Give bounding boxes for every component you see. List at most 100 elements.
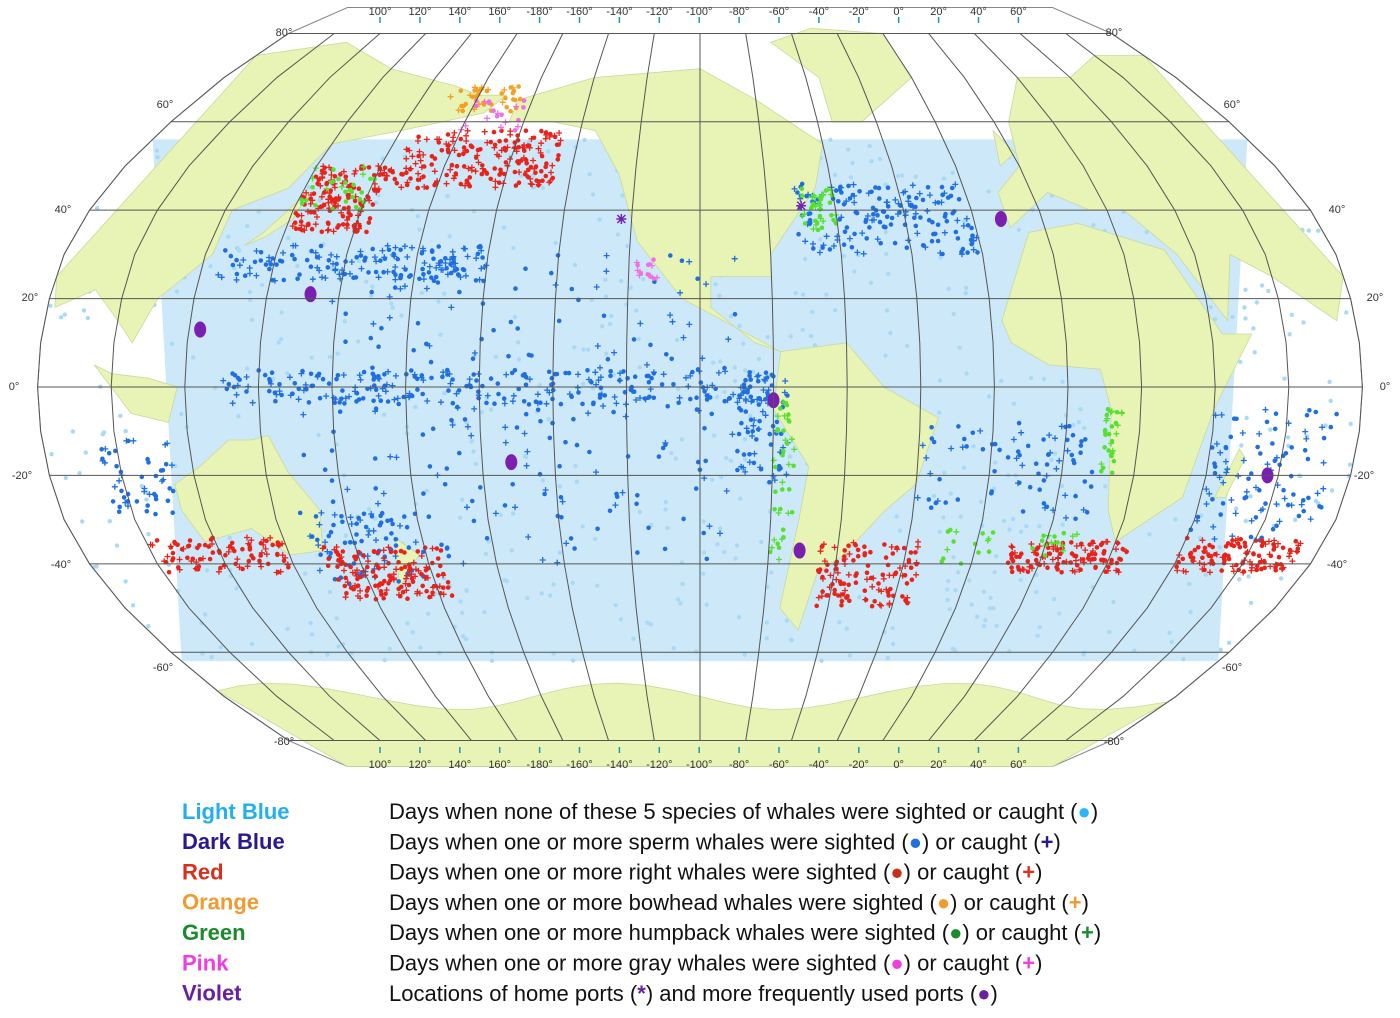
no-sighting-dot bbox=[1078, 407, 1083, 412]
longitude-label: -120° bbox=[646, 6, 672, 18]
catch-cross bbox=[1104, 538, 1111, 545]
sighting-dot bbox=[566, 370, 572, 376]
legend-symbol: + bbox=[1022, 859, 1035, 884]
no-sighting-dot bbox=[62, 312, 67, 317]
sighting-dot bbox=[824, 568, 829, 573]
sighting-dot bbox=[1073, 553, 1079, 559]
sighting-dot bbox=[953, 229, 959, 235]
sighting-dot bbox=[556, 318, 562, 324]
catch-cross bbox=[785, 461, 792, 468]
sighting-dot bbox=[645, 272, 650, 277]
catch-cross bbox=[426, 263, 433, 270]
catch-cross bbox=[464, 423, 471, 430]
sighting-dot bbox=[807, 221, 812, 227]
sighting-dot bbox=[1078, 450, 1083, 456]
catch-cross bbox=[816, 249, 823, 256]
sighting-dot bbox=[456, 388, 462, 393]
no-sighting-dot bbox=[1306, 228, 1312, 233]
sighting-dot bbox=[299, 197, 305, 203]
no-sighting-dot bbox=[335, 351, 340, 356]
catch-cross bbox=[563, 540, 570, 547]
meridian bbox=[552, 33, 610, 741]
catch-cross bbox=[234, 556, 241, 563]
sighting-dot bbox=[569, 394, 574, 400]
sighting-dot bbox=[647, 262, 652, 267]
no-sighting-dot bbox=[1203, 572, 1208, 577]
sighting-dot bbox=[1230, 538, 1235, 543]
sighting-dot bbox=[1291, 492, 1296, 497]
sighting-dot bbox=[817, 567, 823, 572]
sighting-dot bbox=[421, 164, 427, 169]
sighting-dot bbox=[1242, 540, 1248, 546]
sighting-dot bbox=[373, 269, 379, 275]
port-dot bbox=[505, 454, 518, 471]
sighting-dot bbox=[373, 486, 379, 491]
sighting-dot bbox=[1106, 448, 1111, 453]
sighting-dot bbox=[837, 579, 843, 584]
sighting-dot bbox=[435, 280, 441, 285]
sighting-dot bbox=[295, 276, 300, 282]
sighting-dot bbox=[308, 264, 314, 270]
sighting-dot bbox=[268, 262, 274, 267]
sighting-dot bbox=[300, 227, 305, 233]
sighting-dot bbox=[366, 270, 371, 275]
no-sighting-dot bbox=[590, 192, 596, 197]
catch-cross bbox=[346, 393, 353, 400]
sighting-dot bbox=[210, 550, 216, 555]
sighting-dot bbox=[523, 382, 529, 388]
sighting-dot bbox=[1242, 495, 1247, 501]
sighting-dot bbox=[783, 400, 789, 406]
catch-cross bbox=[130, 437, 137, 444]
catch-cross bbox=[1087, 557, 1094, 564]
sighting-dot bbox=[815, 227, 821, 233]
catch-cross bbox=[751, 450, 758, 457]
sighting-dot bbox=[405, 596, 410, 601]
sighting-dot bbox=[306, 221, 311, 227]
sighting-dot bbox=[608, 369, 613, 374]
catch-cross bbox=[407, 165, 414, 172]
no-sighting-dot bbox=[608, 321, 613, 327]
sighting-dot bbox=[695, 276, 700, 282]
sighting-dot bbox=[769, 372, 775, 378]
no-sighting-dot bbox=[765, 334, 770, 340]
no-sighting-dot bbox=[581, 381, 586, 386]
no-sighting-dot bbox=[424, 488, 429, 493]
latitude-label: 40° bbox=[55, 204, 72, 216]
sighting-dot bbox=[417, 276, 422, 282]
sighting-dot bbox=[454, 163, 460, 169]
catch-cross bbox=[820, 541, 827, 548]
no-sighting-dot bbox=[885, 308, 890, 313]
sighting-dot bbox=[1102, 548, 1107, 554]
sighting-dot bbox=[153, 473, 159, 479]
sighting-dot bbox=[365, 386, 370, 392]
catch-cross bbox=[412, 573, 419, 580]
sighting-dot bbox=[1304, 412, 1310, 418]
legend-color-name: Green bbox=[182, 920, 246, 945]
longitude-label: -20° bbox=[849, 759, 869, 771]
no-sighting-dot bbox=[701, 571, 706, 576]
sighting-dot bbox=[804, 193, 809, 199]
catch-cross bbox=[1248, 517, 1255, 524]
sighting-dot bbox=[304, 198, 309, 203]
no-sighting-dot bbox=[498, 512, 503, 518]
catch-cross bbox=[905, 237, 912, 244]
catch-cross bbox=[1201, 561, 1208, 568]
catch-cross bbox=[1259, 506, 1266, 513]
sighting-dot bbox=[607, 508, 613, 514]
sighting-dot bbox=[458, 88, 464, 94]
sighting-dot bbox=[976, 550, 981, 555]
no-sighting-dot bbox=[964, 371, 969, 376]
catch-cross bbox=[827, 572, 834, 579]
sighting-dot bbox=[840, 592, 846, 597]
catch-cross bbox=[320, 202, 327, 209]
sighting-dot bbox=[227, 544, 233, 549]
no-sighting-dot bbox=[336, 644, 341, 649]
catch-cross bbox=[355, 593, 361, 599]
no-sighting-dot bbox=[1293, 517, 1298, 523]
no-sighting-dot bbox=[460, 497, 465, 502]
sighting-dot bbox=[313, 514, 319, 519]
catch-cross bbox=[330, 394, 337, 401]
catch-cross bbox=[775, 510, 782, 516]
no-sighting-dot bbox=[969, 602, 974, 607]
catch-cross bbox=[963, 215, 970, 222]
